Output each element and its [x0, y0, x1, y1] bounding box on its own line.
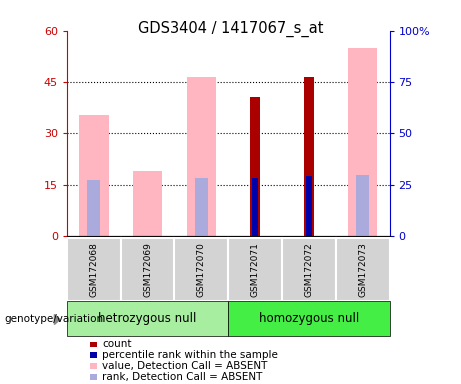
Text: GSM172073: GSM172073 — [358, 242, 367, 297]
Bar — [306, 175, 312, 236]
Bar — [90, 363, 97, 369]
Bar — [304, 77, 313, 236]
Text: rank, Detection Call = ABSENT: rank, Detection Call = ABSENT — [102, 372, 263, 382]
Text: value, Detection Call = ABSENT: value, Detection Call = ABSENT — [102, 361, 268, 371]
Bar — [67, 301, 228, 336]
Bar — [336, 238, 390, 301]
Bar — [121, 238, 174, 301]
Bar — [187, 77, 216, 236]
Text: GSM172071: GSM172071 — [251, 242, 260, 297]
Text: GSM172072: GSM172072 — [304, 242, 313, 297]
Bar — [67, 238, 121, 301]
Text: percentile rank within the sample: percentile rank within the sample — [102, 350, 278, 360]
Text: hetrozygous null: hetrozygous null — [98, 312, 197, 325]
Text: GSM172068: GSM172068 — [89, 242, 98, 297]
Bar — [252, 178, 258, 236]
Bar — [195, 178, 208, 236]
Bar — [228, 238, 282, 301]
Polygon shape — [54, 314, 60, 324]
Bar — [282, 238, 336, 301]
Bar — [228, 301, 390, 336]
Text: GDS3404 / 1417067_s_at: GDS3404 / 1417067_s_at — [138, 21, 323, 37]
Bar — [174, 238, 228, 301]
Text: GSM172070: GSM172070 — [197, 242, 206, 297]
Text: count: count — [102, 339, 132, 349]
Bar — [356, 174, 369, 236]
Bar — [90, 374, 97, 379]
Bar — [133, 171, 162, 236]
Bar — [250, 98, 260, 236]
Bar — [90, 342, 97, 347]
Text: genotype/variation: genotype/variation — [5, 314, 104, 324]
Text: GSM172069: GSM172069 — [143, 242, 152, 297]
Text: homozygous null: homozygous null — [259, 312, 359, 325]
Bar — [348, 48, 378, 236]
Bar — [79, 114, 108, 236]
Bar — [87, 180, 100, 236]
Bar — [90, 353, 97, 358]
